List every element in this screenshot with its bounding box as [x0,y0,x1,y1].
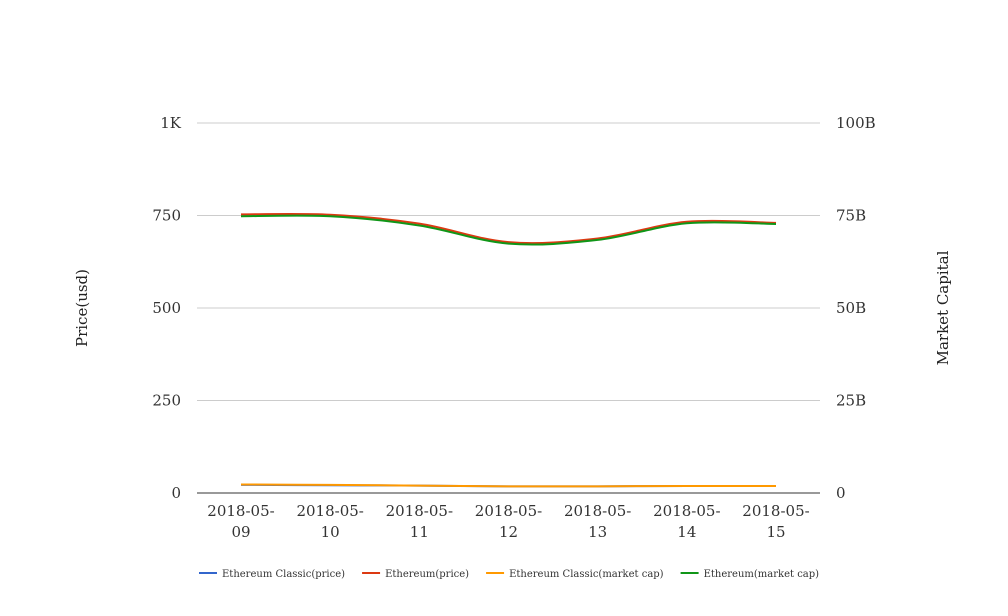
y-axis-right-ticks: 0 25B 50B 75B 100B [836,114,876,502]
y-tick-label-right: 50B [836,299,866,317]
x-tick-label: 2018-05-14 [653,502,720,541]
series-lines [240,212,777,488]
x-axis-ticks: 2018-05-09 2018-05-10 2018-05-11 2018-05-12… [207,502,809,541]
x-tick-label: 2018-05-15 [742,502,809,541]
legend-label: Ethereum(price) [385,569,469,580]
legend-label: Ethereum Classic(market cap) [509,569,664,580]
y-tick-label-left: 500 [152,299,181,317]
x-tick-label: 2018-05-12 [475,502,542,541]
y-axis-left-title: Price(usd) [73,269,91,347]
y-tick-label-left: 1K [160,114,182,132]
y-tick-label-right: 75B [836,207,866,225]
y-axis-left-ticks: 0 250 500 750 1K [152,114,181,502]
y-tick-label-left: 250 [152,392,181,410]
y-tick-label-left: 750 [152,207,181,225]
x-tick-label: 2018-05-13 [564,502,631,541]
x-tick-label: 2018-05-09 [207,502,274,541]
series-line-2 [240,483,777,488]
y-tick-label-left: 0 [171,484,181,502]
series-line-1 [240,212,777,245]
x-tick-label: 2018-05-10 [296,502,363,541]
x-tick-label: 2018-05-11 [386,502,453,541]
y-tick-label-right: 0 [836,484,846,502]
y-axis-right-title: Market Capital [934,250,952,365]
y-tick-label-right: 100B [836,114,876,132]
legend-label: Ethereum(market cap) [704,569,820,580]
y-tick-label-right: 25B [836,392,866,410]
gridlines [197,122,820,494]
legend-label: Ethereum Classic(price) [222,569,345,580]
legend: Ethereum Classic(price) Ethereum(price) Et… [199,569,819,580]
series-line-3 [240,214,777,246]
